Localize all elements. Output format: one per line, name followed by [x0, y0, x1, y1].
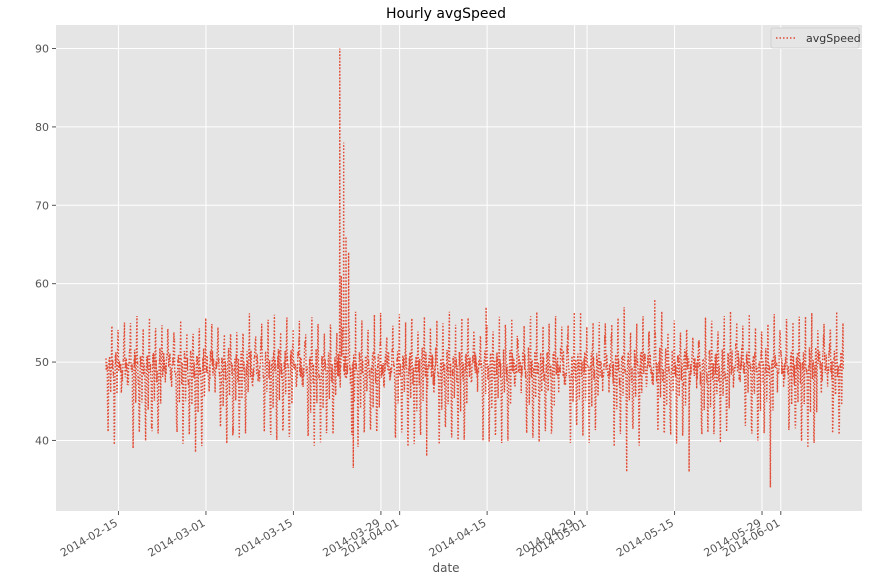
x-axis-title: date	[432, 561, 459, 575]
y-tick-label: 70	[35, 199, 49, 212]
plot-area	[56, 25, 862, 511]
x-tick-label: 2014-03-01	[146, 516, 208, 559]
chart-title: Hourly avgSpeed	[386, 6, 506, 22]
x-tick-label: 2014-02-15	[58, 516, 120, 559]
y-tick-label: 40	[35, 434, 49, 447]
legend-box	[770, 27, 860, 49]
series-layer	[105, 48, 844, 488]
x-gridlines	[117, 25, 782, 511]
x-tick-label: 2014-04-15	[427, 516, 489, 559]
y-tick-label: 80	[35, 121, 49, 134]
y-tick-label: 50	[35, 356, 49, 369]
legend-label-avgspeed: avgSpeed	[806, 32, 861, 45]
x-axis: 2014-02-15 2014-03-01 2014-03-15 2014-03-29…	[58, 511, 782, 560]
y-axis: 40 50 60 70 80 90	[35, 43, 56, 447]
y-tick-label: 60	[35, 278, 49, 291]
series-line-avgspeed	[105, 48, 844, 488]
y-tick-label: 90	[35, 43, 49, 56]
x-tick-label: 2014-05-15	[614, 516, 676, 559]
legend: avgSpeed	[770, 27, 861, 49]
x-tick-label: 2014-03-15	[233, 516, 295, 559]
